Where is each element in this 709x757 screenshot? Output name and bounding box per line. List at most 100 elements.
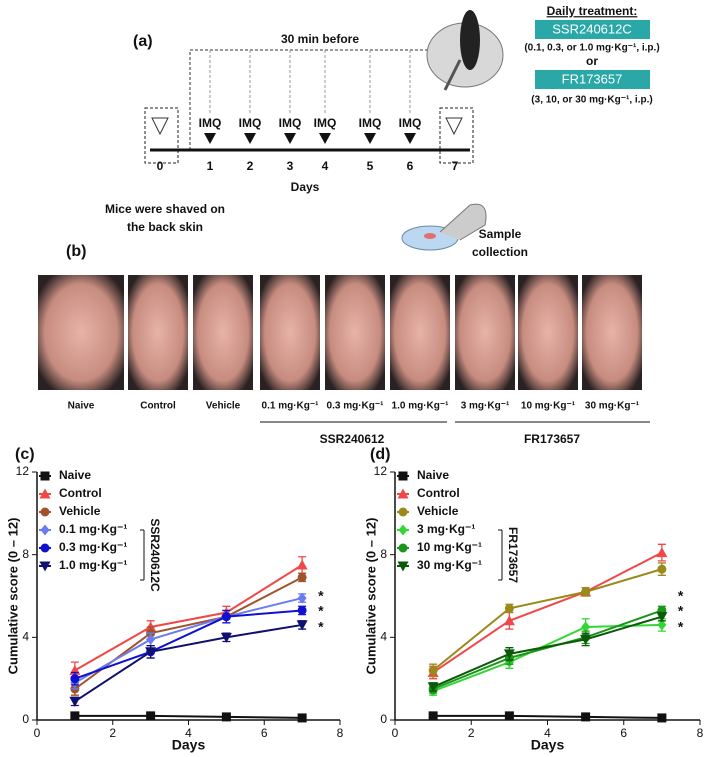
imq-label: IMQ <box>314 116 337 130</box>
panel-b: (b) SSR240612 FR173657 <box>66 243 650 446</box>
x-tick-label: 4 <box>185 726 192 740</box>
legend-label: 1.0 mg·Kg⁻¹ <box>59 558 127 572</box>
marker <box>69 696 81 707</box>
imq-arrow <box>284 133 296 144</box>
marker <box>428 711 438 721</box>
or-label: or <box>586 54 598 68</box>
y-tick-label: 4 <box>22 630 29 644</box>
marker <box>146 633 156 645</box>
marker <box>221 612 231 622</box>
panel-label: (c) <box>15 446 35 463</box>
panel-label: (b) <box>66 243 86 260</box>
x-tick-label: 0 <box>392 726 399 740</box>
series-line <box>432 623 662 693</box>
marker <box>39 561 51 572</box>
legend-label: 30 mg·Kg⁻¹ <box>417 558 482 572</box>
series-line <box>432 615 663 688</box>
marker <box>398 524 408 536</box>
skin-photo <box>518 275 578 390</box>
open-triangle <box>151 117 463 136</box>
series-line <box>432 551 663 674</box>
significance: * <box>318 603 324 619</box>
y-axis-label: Cumulative score (0 – 12) <box>5 518 20 675</box>
pretreat-label: 30 min before <box>281 32 359 46</box>
significance: * <box>678 619 684 635</box>
marker <box>397 488 409 499</box>
day7-box <box>439 107 474 164</box>
imq-label: IMQ <box>279 116 302 130</box>
series-line <box>74 623 303 703</box>
group-bracket <box>498 529 503 581</box>
photo-label: Control <box>140 401 176 412</box>
y-tick-label: 8 <box>380 547 387 561</box>
marker <box>397 561 409 572</box>
panel-label: (d) <box>370 446 390 463</box>
marker <box>297 592 307 604</box>
significance: * <box>318 619 324 635</box>
drug-box <box>535 20 650 39</box>
marker <box>40 524 50 536</box>
legend-label: Control <box>417 486 460 500</box>
dose-label: (3, 10, or 30 mg·Kg⁻¹, i.p.) <box>531 95 652 106</box>
x-axis-label: Days <box>531 737 565 753</box>
marker <box>398 543 408 553</box>
legend-label: 3 mg·Kg⁻¹ <box>417 522 475 536</box>
group-label: SSR240612C <box>148 518 162 592</box>
legend-label: 0.3 mg·Kg⁻¹ <box>59 540 127 554</box>
photo-label: Naive <box>68 401 95 412</box>
marker <box>503 649 515 660</box>
marker <box>657 564 667 574</box>
imq-label: IMQ <box>199 116 222 130</box>
x-tick-label: 2 <box>468 726 475 740</box>
panel-a: (a) 30 min before Days Mice were shaved … <box>105 4 660 259</box>
x-tick-label: 4 <box>544 726 551 740</box>
series-line <box>433 714 662 719</box>
note: Mice were shaved on <box>105 202 225 216</box>
x-tick-label: 0 <box>34 726 41 740</box>
petri-illustration <box>401 203 487 251</box>
day-label: 5 <box>367 159 374 173</box>
x-tick-label: 6 <box>620 726 627 740</box>
photo-label: 0.1 mg·Kg⁻¹ <box>262 401 320 412</box>
legend-label: 0.1 mg·Kg⁻¹ <box>59 522 127 536</box>
x-tick-label: 8 <box>697 726 704 740</box>
marker <box>297 605 307 615</box>
legend-label: Naive <box>59 468 91 482</box>
marker <box>296 559 308 570</box>
group-label: SSR240612 <box>320 432 385 446</box>
photo-label: 3 mg·Kg⁻¹ <box>461 401 510 412</box>
photo-label: 1.0 mg·Kg⁻¹ <box>392 401 450 412</box>
marker <box>504 603 514 613</box>
marker <box>40 471 50 481</box>
day-label: 4 <box>322 159 329 173</box>
sample-label: Sample <box>479 227 522 241</box>
marker <box>398 507 408 517</box>
marker <box>656 547 668 558</box>
imq-label: IMQ <box>239 116 262 130</box>
y-tick-label: 12 <box>16 464 30 478</box>
marker <box>296 620 308 631</box>
marker <box>70 674 80 684</box>
group-bracket <box>140 529 145 581</box>
skin-photo <box>128 275 188 390</box>
y-tick-label: 12 <box>374 464 388 478</box>
marker <box>427 682 439 693</box>
photo-label: Vehicle <box>206 401 241 412</box>
marker <box>503 615 515 626</box>
imq-arrow <box>244 133 256 144</box>
imq-arrow <box>319 133 331 144</box>
marker <box>297 572 307 582</box>
marker <box>504 711 514 721</box>
series-line <box>432 609 663 690</box>
skin-photo <box>325 275 385 390</box>
marker <box>220 632 232 643</box>
skin-photo <box>582 275 642 390</box>
day-label: 1 <box>207 159 214 173</box>
marker <box>581 621 591 633</box>
x-axis-label: Days <box>172 737 206 753</box>
x-tick-label: 2 <box>109 726 116 740</box>
significance: * <box>318 588 324 604</box>
dose-label: (0.1, 0.3, or 1.0 mg·Kg⁻¹, i.p.) <box>524 43 659 54</box>
imq-arrow <box>404 133 416 144</box>
series-line <box>74 609 303 680</box>
